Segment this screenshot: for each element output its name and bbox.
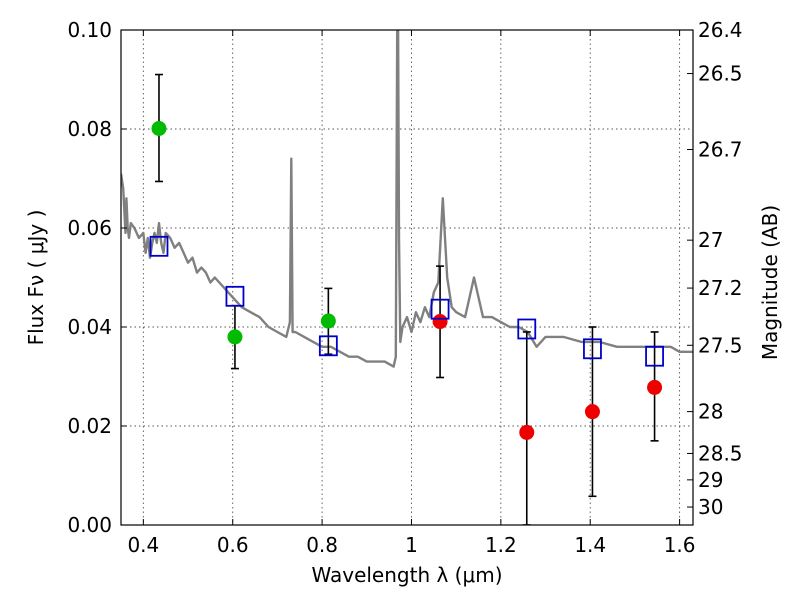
model-square [517, 318, 537, 340]
y2-tick-label: 26.5 [698, 62, 743, 86]
y-tick-label: 0.08 [67, 117, 112, 141]
data-point [519, 424, 535, 440]
y-tick-label: 0.00 [67, 513, 112, 537]
x-tick-label: 1.2 [485, 533, 517, 557]
y2-tick-label: 27 [698, 228, 723, 252]
x-tick-label: 1 [405, 533, 418, 557]
x-tick-label: 0.8 [306, 533, 338, 557]
data-point [227, 329, 243, 345]
y2-tick-label: 30 [698, 495, 723, 519]
y-tick-label: 0.02 [67, 414, 112, 438]
data-point [151, 121, 167, 137]
data-points [149, 73, 664, 525]
template-spectrum [121, 30, 693, 368]
y-axis-label: Flux Fν ( μJy ) [24, 210, 48, 346]
data-point [432, 314, 448, 330]
template-line [121, 30, 693, 368]
x-axis-label: Wavelength λ (μm) [311, 563, 502, 587]
y2-tick-label: 27.2 [698, 276, 743, 300]
x-tick-label: 1.4 [574, 533, 606, 557]
y2-tick-label: 28.5 [698, 441, 743, 465]
plot-frame [120, 29, 694, 526]
model-square [645, 345, 664, 367]
model-square [149, 235, 169, 257]
data-point [584, 404, 600, 420]
y2-tick-label: 27.5 [698, 333, 743, 357]
y-tick-label: 0.04 [67, 315, 112, 339]
data-point [647, 379, 663, 395]
x-tick-label: 0.4 [127, 533, 159, 557]
model-square [430, 298, 450, 320]
data-point [320, 313, 336, 329]
x-tick-label: 1.6 [664, 533, 696, 557]
y2-tick-label: 26.7 [698, 138, 743, 162]
y2-tick-label: 26.4 [698, 18, 743, 42]
model-square [318, 335, 338, 357]
y2-tick-label: 28 [698, 400, 723, 424]
y2-axis-ticks: 26.4 26.5 26.7 27 27.2 27.5 28 28.5 29 30 [687, 18, 743, 519]
y2-axis-label: Magnitude (AB) [758, 205, 782, 360]
y2-tick-label: 29 [698, 468, 723, 492]
x-axis-ticks: 0.4 0.6 0.8 1 1.2 1.4 1.6 [127, 30, 696, 557]
grid [121, 29, 693, 526]
model-square [225, 285, 245, 307]
x-tick-label: 0.6 [217, 533, 249, 557]
y-tick-label: 0.10 [67, 18, 112, 42]
model-square [583, 338, 602, 360]
y-axis-ticks: 0.00 0.02 0.04 0.06 0.08 0.10 [67, 18, 127, 537]
y-tick-label: 0.06 [67, 216, 112, 240]
